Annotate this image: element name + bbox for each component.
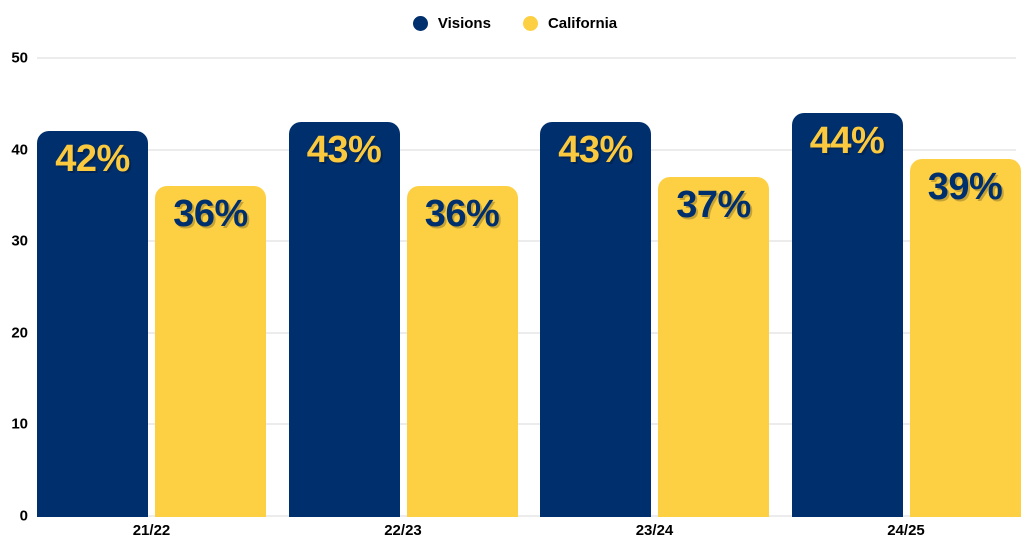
y-tick-label-30: 30 [11,232,28,250]
bar-california-23-24: 37% [658,177,769,517]
x-tick-label-23-24: 23/24 [635,522,674,539]
y-tick-label-20: 20 [11,324,28,342]
x-tick-label-22-23: 22/23 [384,522,422,539]
bar-visions-21-22: 42% [37,131,148,517]
x-tick-label-24-25: 24/25 [887,522,925,539]
bar-value-label-california-22-23: 36% [424,193,500,236]
bar-visions-23-24: 43% [540,122,651,517]
bar-value-label-california-21-22: 36% [173,193,248,236]
gridline-0 [37,515,1016,517]
gridline-40 [37,148,1016,151]
gridline-10 [37,423,1016,426]
bar-california-22-23: 36% [406,186,518,517]
bar-california-24-25: 39% [909,158,1021,517]
y-tick-label-0: 0 [19,507,28,525]
bar-value-label-california-24-25: 39% [927,165,1003,208]
legend-swatch-california-icon [522,16,538,31]
x-tick-label-21-22: 21/22 [132,522,171,539]
legend-item-california: California [522,15,618,32]
bar-value-label-visions-22-23: 43% [306,129,382,172]
bar-value-label-visions-21-22: 42% [55,138,130,181]
gridline-20 [37,331,1016,334]
legend-swatch-visions-icon [412,16,428,31]
legend-item-visions: Visions [412,15,491,32]
legend-label-visions: Visions [437,15,491,32]
bar-value-label-california-23-24: 37% [676,184,751,227]
bar-value-label-visions-24-25: 44% [809,119,885,162]
gridline-30 [37,240,1016,243]
bar-california-21-22: 36% [155,186,266,517]
bar-visions-24-25: 44% [791,112,903,517]
bar-visions-22-23: 43% [288,122,400,517]
y-tick-label-50: 50 [11,49,28,67]
chart-legend: Visions California [0,15,1030,32]
y-tick-label-10: 10 [11,415,28,433]
legend-label-california: California [547,15,618,32]
gridline-50 [37,57,1016,59]
y-tick-label-40: 40 [11,141,28,159]
bar-value-label-visions-23-24: 43% [558,129,633,172]
